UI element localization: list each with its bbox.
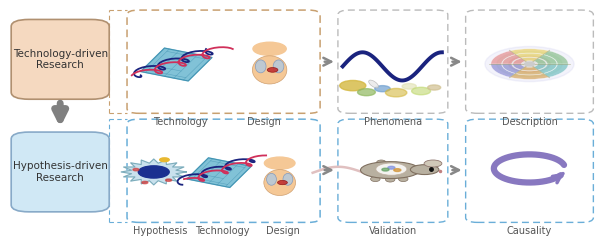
Ellipse shape (267, 68, 278, 72)
Wedge shape (533, 58, 546, 64)
Wedge shape (513, 64, 526, 70)
Wedge shape (538, 55, 557, 64)
Circle shape (265, 157, 295, 169)
Ellipse shape (371, 176, 380, 182)
Circle shape (160, 158, 169, 162)
Ellipse shape (256, 60, 266, 73)
Circle shape (388, 166, 395, 169)
Text: Technology-driven
Research: Technology-driven Research (13, 49, 108, 70)
Circle shape (394, 169, 401, 172)
Text: Validation: Validation (369, 226, 417, 236)
Circle shape (385, 88, 407, 97)
Wedge shape (533, 64, 546, 70)
Ellipse shape (253, 56, 287, 84)
Circle shape (509, 56, 550, 72)
Circle shape (133, 168, 139, 171)
Ellipse shape (264, 170, 296, 196)
Ellipse shape (266, 173, 277, 185)
Circle shape (375, 86, 390, 92)
Text: Design: Design (247, 117, 281, 127)
Wedge shape (544, 64, 568, 77)
Polygon shape (121, 159, 187, 185)
Circle shape (142, 181, 148, 184)
FancyBboxPatch shape (11, 132, 109, 212)
Ellipse shape (377, 160, 386, 165)
Polygon shape (140, 48, 212, 81)
Text: Description: Description (502, 117, 557, 127)
Wedge shape (502, 55, 521, 64)
FancyBboxPatch shape (11, 19, 109, 99)
Circle shape (412, 87, 431, 95)
Circle shape (497, 51, 562, 77)
Ellipse shape (398, 176, 408, 182)
Circle shape (402, 83, 416, 89)
Circle shape (340, 81, 366, 91)
Wedge shape (521, 57, 538, 61)
Circle shape (485, 46, 574, 82)
Wedge shape (516, 70, 543, 75)
Circle shape (525, 62, 534, 66)
Circle shape (382, 168, 389, 171)
Circle shape (139, 166, 169, 178)
Circle shape (511, 161, 548, 176)
Text: Causality: Causality (507, 226, 552, 236)
Circle shape (424, 160, 442, 167)
Circle shape (428, 85, 440, 90)
Ellipse shape (368, 80, 379, 88)
Circle shape (358, 89, 376, 96)
Text: Hypothesis: Hypothesis (133, 226, 187, 236)
Wedge shape (491, 51, 515, 64)
Text: Technology: Technology (195, 226, 250, 236)
Ellipse shape (273, 60, 284, 73)
Wedge shape (538, 64, 557, 73)
Ellipse shape (385, 177, 395, 182)
Text: Phenomena: Phenomena (364, 117, 422, 127)
Text: Hypothesis-driven
Research: Hypothesis-driven Research (13, 161, 107, 183)
Wedge shape (510, 49, 549, 54)
Circle shape (253, 42, 286, 55)
Text: Technology: Technology (153, 117, 208, 127)
Wedge shape (544, 51, 568, 64)
Ellipse shape (278, 180, 287, 185)
Ellipse shape (361, 162, 420, 179)
Wedge shape (510, 74, 549, 79)
Text: Design: Design (266, 226, 300, 236)
Circle shape (166, 179, 172, 181)
Wedge shape (516, 53, 543, 58)
Ellipse shape (410, 165, 439, 174)
Polygon shape (187, 158, 251, 187)
Circle shape (376, 163, 407, 175)
Ellipse shape (283, 173, 293, 185)
Wedge shape (491, 64, 515, 77)
Wedge shape (521, 67, 538, 71)
Wedge shape (513, 58, 526, 64)
Wedge shape (502, 64, 521, 73)
